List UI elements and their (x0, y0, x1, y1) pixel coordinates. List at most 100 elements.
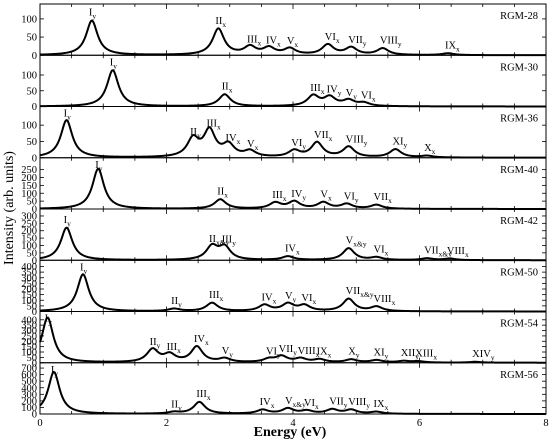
peak-label: VIy (344, 191, 359, 204)
peak-label-main: I (51, 365, 55, 376)
peak-label-sub: y (197, 131, 201, 140)
peak-label-main: III (310, 83, 321, 94)
peak-label-sub: x (224, 191, 228, 200)
y-tick-label: 50 (27, 301, 38, 312)
peak-label-main: VII (329, 397, 344, 408)
y-tick-label: 150 (21, 342, 37, 353)
peak-label-main: VIII (346, 134, 365, 145)
peak-label-sub: y (293, 295, 297, 304)
peak-label: Iy (64, 215, 72, 228)
peak-label-main: IX (373, 399, 384, 410)
peak-label: VIIx (314, 130, 333, 143)
peak-label-main: VII (346, 286, 361, 297)
peak-label-main: V (222, 346, 230, 357)
peak-label: IVx (266, 35, 281, 48)
spectrum-line (39, 69, 547, 108)
peak-label-main: VI (361, 90, 373, 101)
peak-label: IVx (285, 244, 300, 257)
peak-label-main: II (217, 187, 224, 198)
y-tick-label: 100 (21, 348, 37, 359)
peak-label-sub: y (67, 113, 71, 122)
peak-label-main: VIII (298, 346, 317, 357)
peak-label: VIx (304, 398, 319, 411)
peak-label-main: VII (279, 344, 294, 355)
peak-label-sub: y (277, 351, 281, 360)
peak-label: Iy (64, 109, 72, 122)
y-tick-label: 250 (21, 331, 37, 342)
peak-label-main: IV (291, 189, 302, 200)
peak-label: IIIx (209, 290, 224, 303)
y-tick-label: 50 (27, 248, 38, 259)
peak-label: Iy (51, 365, 59, 378)
peak-label: IIIx (272, 190, 287, 203)
peak-label-sub: x (273, 296, 277, 305)
peak-label-sub: x (432, 147, 436, 156)
peak-label-sub: y (338, 89, 342, 98)
y-tick-label: 150 (21, 290, 37, 301)
peak-label: IIx (222, 82, 233, 95)
peak-label: VIIx&y (424, 245, 452, 258)
peak-label-sub: y (178, 403, 182, 412)
peak-label-main: VI (291, 138, 303, 149)
y-tick-label: 100 (21, 403, 37, 414)
peak-label-sub: y (363, 39, 367, 48)
peak-label-sub: y (385, 351, 389, 360)
peak-label: Vx&y (285, 396, 306, 409)
peak-label: Vy (346, 88, 358, 101)
peak-label-main: I (95, 160, 99, 171)
x-tick-label: 0 (37, 418, 42, 429)
peak-label: IIIx (247, 34, 261, 47)
peak-label: IIx&y (209, 234, 230, 247)
peak-label-main: III (222, 235, 233, 246)
peak-label: IIIy (222, 235, 237, 248)
peak-label: IVx (260, 397, 275, 410)
peak-label: VIIx&y (346, 286, 374, 299)
y-tick-label: 400 (21, 383, 37, 394)
peak-label-main: I (45, 314, 49, 325)
peak-label: IVy (327, 85, 342, 98)
peak-label-sub: x (328, 194, 332, 203)
peak-label-main: VI (304, 398, 316, 409)
peak-label-main: VIII (447, 246, 466, 257)
y-tick-label: 150 (21, 181, 37, 192)
peak-label: VIIIx (298, 346, 320, 359)
y-tick-label: 600 (21, 370, 37, 381)
peak-label-sub: x (385, 403, 389, 412)
peak-label-sub: y (344, 401, 348, 410)
peak-label-sub: x (296, 248, 300, 257)
peak-label-sub: x (220, 294, 224, 303)
peak-label-main: II (150, 337, 157, 348)
peak-label-sub: x (271, 401, 275, 410)
peak-label-main: XI (373, 347, 385, 358)
y-tick-label: 300 (21, 273, 37, 284)
peak-label-main: III (167, 342, 178, 353)
peak-label: XIy (392, 137, 407, 150)
peak-label-sub: y (293, 348, 297, 357)
y-tick-label: 100 (21, 71, 37, 82)
peak-label-main: XIII (415, 348, 434, 359)
peak-label-main: III (272, 190, 283, 201)
peak-label-sub: x (277, 39, 281, 48)
peak-label-sub: y (302, 193, 306, 202)
peak-label-main: IX (317, 347, 328, 358)
peak-label-sub: y (364, 138, 368, 147)
y-tick-label: 0 (32, 410, 37, 421)
peak-label: XIy (373, 347, 388, 360)
x-tick-label: 4 (290, 418, 296, 429)
x-tick-label: 2 (164, 418, 169, 429)
y-tick-label: 50 (27, 197, 38, 208)
y-tick-label: 0 (32, 358, 37, 369)
y-tick-label: 350 (21, 321, 37, 332)
peak-label-main: IV (225, 133, 236, 144)
peak-label: VIIIy (380, 36, 402, 49)
panel-name: RGM-54 (500, 319, 539, 330)
peak-label-main: II (209, 234, 216, 245)
peak-label-sub: y (48, 318, 52, 327)
y-tick-label: 200 (21, 337, 37, 348)
peak-label-main: X (348, 347, 356, 358)
peak-label-main: VI (266, 347, 278, 358)
